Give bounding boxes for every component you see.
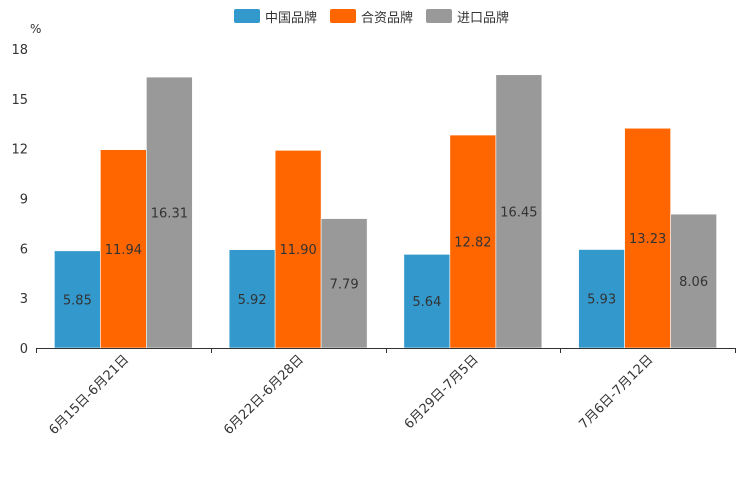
data-label: 16.45	[500, 205, 537, 220]
bar-import	[320, 218, 368, 349]
legend-label-china: 中国品牌	[265, 10, 318, 26]
data-label: 7.79	[330, 277, 359, 292]
legend-swatch-import	[426, 9, 452, 23]
y-tick-label: 6	[20, 242, 28, 257]
legend-swatch-jv	[330, 9, 356, 23]
data-label: 11.94	[105, 243, 142, 258]
x-category-label: 7月6日-7月12日	[577, 352, 657, 432]
y-tick-label: 15	[11, 93, 28, 108]
data-label: 5.64	[412, 295, 441, 310]
y-tick-label: 12	[11, 143, 28, 158]
y-tick-label: 0	[20, 342, 28, 357]
data-label: 12.82	[454, 236, 491, 251]
legend-swatch-china	[234, 9, 260, 23]
legend-label-import: 进口品牌	[457, 10, 510, 26]
bar-china	[228, 249, 276, 349]
x-category-label: 6月22日-6月28日	[221, 352, 307, 438]
data-label: 11.90	[280, 243, 317, 258]
data-label: 8.06	[679, 275, 708, 290]
bar-china	[578, 249, 625, 349]
bar-china	[403, 254, 451, 349]
legend-item-china[interactable]: 中国品牌	[234, 6, 317, 26]
bar-import	[670, 213, 717, 349]
y-tick-label: 3	[20, 292, 28, 307]
y-tick-label: 9	[20, 193, 28, 208]
y-axis: % 0 3 6 9 12 15 18	[11, 22, 41, 357]
data-label: 13.23	[629, 232, 666, 247]
y-axis-unit: %	[30, 22, 41, 36]
legend-item-jv[interactable]: 合资品牌	[330, 6, 413, 26]
legend-label-jv: 合资品牌	[361, 10, 414, 26]
data-label: 5.92	[238, 293, 267, 308]
bar-jv	[274, 150, 322, 349]
bar-jv	[449, 134, 497, 349]
legend: 中国品牌 合资品牌 进口品牌	[0, 6, 744, 26]
data-label: 5.93	[587, 293, 616, 308]
data-label: 5.85	[63, 293, 92, 308]
legend-item-import[interactable]: 进口品牌	[426, 6, 509, 26]
x-category-label: 6月29日-7月5日	[402, 352, 482, 432]
x-axis: 6月15日-6月21日 6月22日-6月28日 6月29日-7月5日 7月6日-7月1…	[36, 348, 736, 438]
bars: 5.85 11.94 16.31 5.92 11.90 7.79 5.64 12.82 16.4…	[54, 74, 717, 349]
data-label: 16.31	[151, 207, 188, 222]
y-tick-label: 18	[11, 43, 28, 58]
x-category-label: 6月15日-6月21日	[46, 352, 132, 438]
bar-import	[495, 74, 543, 349]
bar-jv	[624, 127, 671, 349]
bar-jv	[100, 149, 147, 349]
